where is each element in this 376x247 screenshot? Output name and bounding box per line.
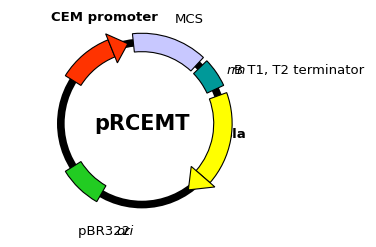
Text: pBR322: pBR322: [78, 225, 135, 238]
Text: MCS: MCS: [175, 13, 204, 26]
Wedge shape: [65, 162, 106, 202]
Text: B T1, T2 terminator: B T1, T2 terminator: [235, 64, 365, 77]
Text: ori: ori: [116, 225, 133, 238]
Text: pRCEMT: pRCEMT: [94, 114, 190, 133]
Wedge shape: [194, 61, 224, 93]
Text: CEM promoter: CEM promoter: [51, 11, 158, 24]
Text: rrn: rrn: [227, 64, 246, 77]
Polygon shape: [106, 34, 128, 63]
Wedge shape: [132, 33, 203, 71]
Polygon shape: [188, 166, 215, 190]
Wedge shape: [196, 93, 232, 183]
Text: Bla: Bla: [223, 128, 247, 141]
Wedge shape: [65, 40, 115, 85]
